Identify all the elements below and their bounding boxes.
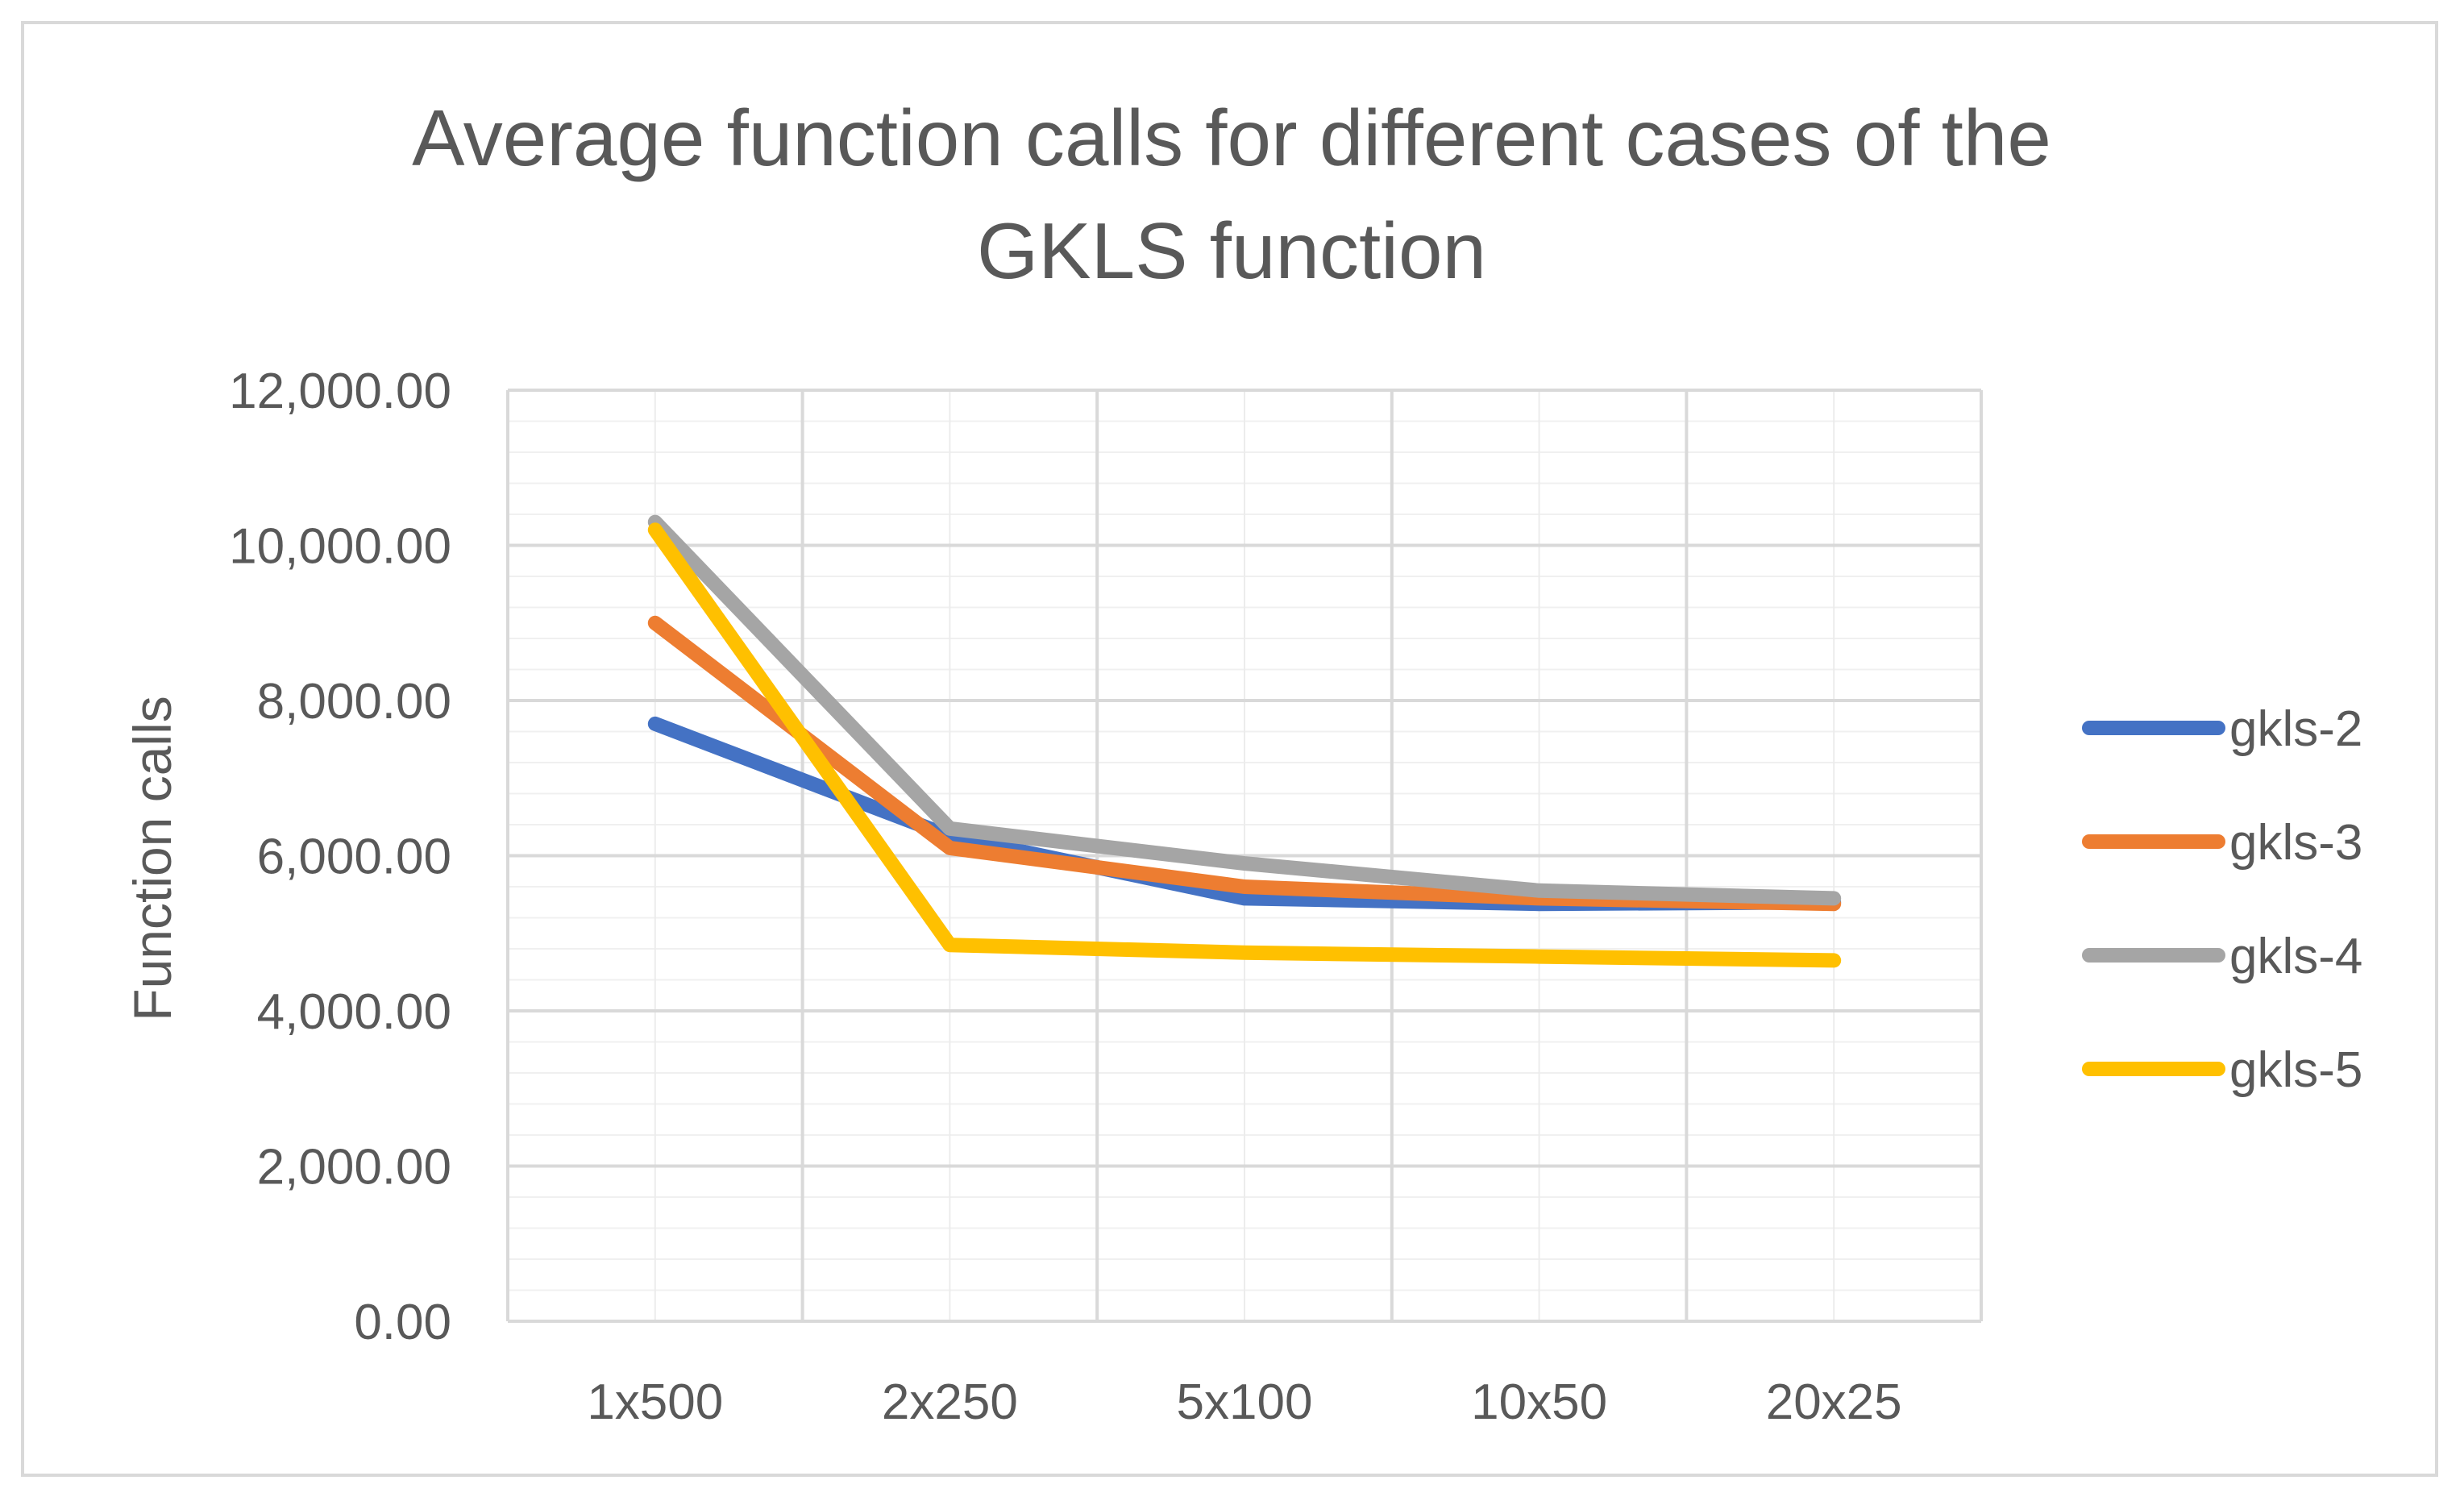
x-tick-label: 1x500 — [587, 1374, 723, 1430]
y-axis-ticks: 0.00 2,000.00 4,000.00 6,000.00 8,000.00 10,0… — [229, 364, 451, 1350]
chart-title: Average function calls for different cas… — [412, 94, 2051, 295]
y-tick-label: 4,000.00 — [257, 984, 451, 1040]
x-axis-ticks: 1x500 2x250 5x100 10x50 20x25 — [587, 1374, 1901, 1430]
y-tick-label: 6,000.00 — [257, 830, 451, 885]
x-tick-label: 20x25 — [1766, 1374, 1902, 1430]
series-lines — [647, 514, 1842, 968]
y-tick-label: 0.00 — [354, 1295, 451, 1350]
x-tick-label: 2x250 — [882, 1374, 1018, 1430]
y-tick-label: 2,000.00 — [257, 1140, 451, 1195]
legend-label-gkls-2: gkls-2 — [2229, 701, 2362, 757]
series-line-gkls-4 — [647, 514, 1842, 906]
chart-frame — [21, 21, 2438, 1477]
major-gridlines — [506, 389, 1983, 1323]
y-tick-label: 10,000.00 — [229, 519, 451, 575]
y-axis-label: Function calls — [123, 696, 182, 1021]
chart-title-line-1: Average function calls for different cas… — [412, 94, 2051, 182]
legend-label-gkls-3: gkls-3 — [2229, 815, 2362, 871]
legend-label-gkls-4: gkls-4 — [2229, 929, 2362, 984]
x-tick-label: 5x100 — [1177, 1374, 1313, 1430]
legend-label-gkls-5: gkls-5 — [2229, 1042, 2362, 1098]
x-tick-label: 10x50 — [1471, 1374, 1607, 1430]
chart-title-line-2: GKLS function — [977, 206, 1486, 295]
legend: gkls-2 gkls-3 gkls-4 gkls-5 — [2082, 701, 2362, 1098]
y-tick-label: 12,000.00 — [229, 364, 451, 419]
y-tick-label: 8,000.00 — [257, 674, 451, 730]
series-line-gkls-5 — [647, 522, 1842, 968]
